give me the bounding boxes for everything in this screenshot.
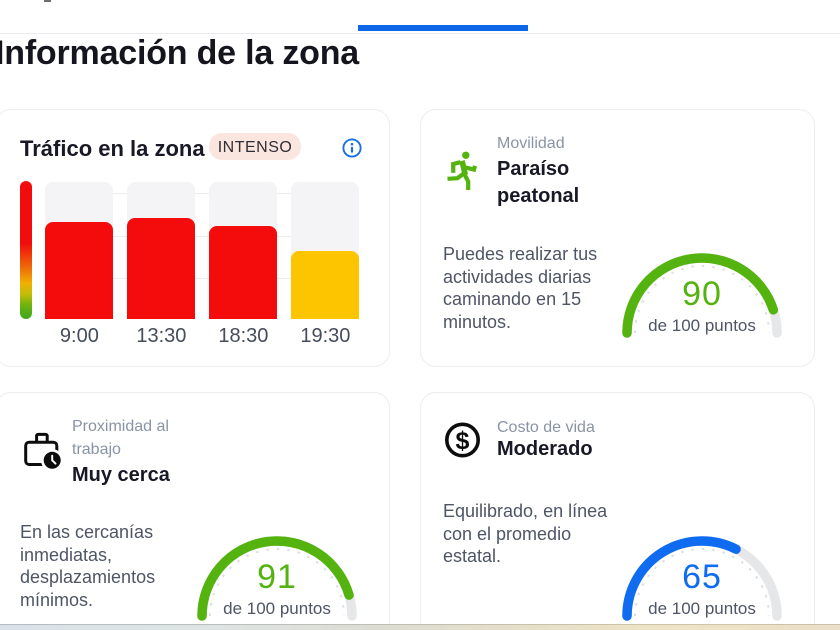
svg-text:$: $ [456, 427, 470, 455]
